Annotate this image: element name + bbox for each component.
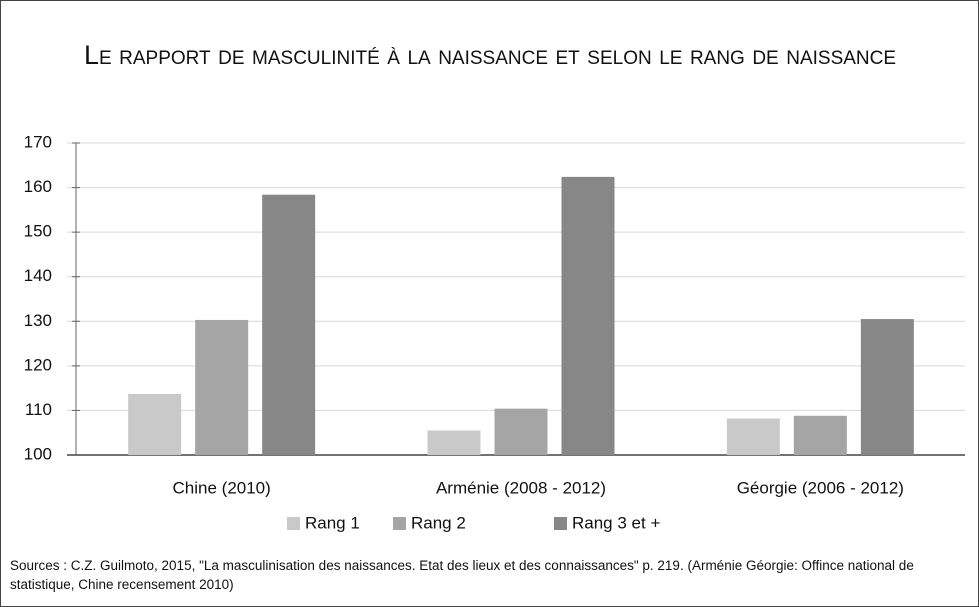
y-tick-label: 130 [24, 311, 52, 330]
bar [860, 319, 914, 455]
bar [195, 319, 249, 455]
bar [262, 194, 316, 455]
bar [427, 430, 481, 455]
legend-label: Rang 1 [305, 513, 360, 532]
bar [128, 393, 182, 455]
y-tick-label: 110 [25, 400, 52, 419]
bar [793, 415, 847, 455]
chart-title: Le rapport de masculinité à la naissance… [83, 40, 897, 70]
legend-label: Rang 2 [411, 513, 466, 532]
bar [561, 176, 615, 456]
legend-swatch [554, 517, 567, 530]
y-tick-label: 140 [24, 266, 52, 285]
bar [494, 408, 548, 455]
y-tick-label: 100 [24, 444, 52, 463]
y-tick-label: 160 [24, 177, 52, 196]
legend-swatch [393, 517, 406, 530]
x-tick-label: Arménie (2008 - 2012) [436, 478, 606, 497]
bar [726, 418, 780, 455]
x-tick-label: Chine (2010) [173, 478, 271, 497]
x-tick-label: Géorgie (2006 - 2012) [737, 478, 904, 497]
source-note: Sources : C.Z. Guilmoto, 2015, "La mascu… [10, 558, 914, 592]
y-tick-label: 120 [24, 355, 52, 374]
legend-label: Rang 3 et + [572, 513, 660, 532]
y-tick-label: 170 [24, 132, 52, 151]
y-tick-label: 150 [24, 222, 52, 241]
legend-swatch [287, 517, 300, 530]
